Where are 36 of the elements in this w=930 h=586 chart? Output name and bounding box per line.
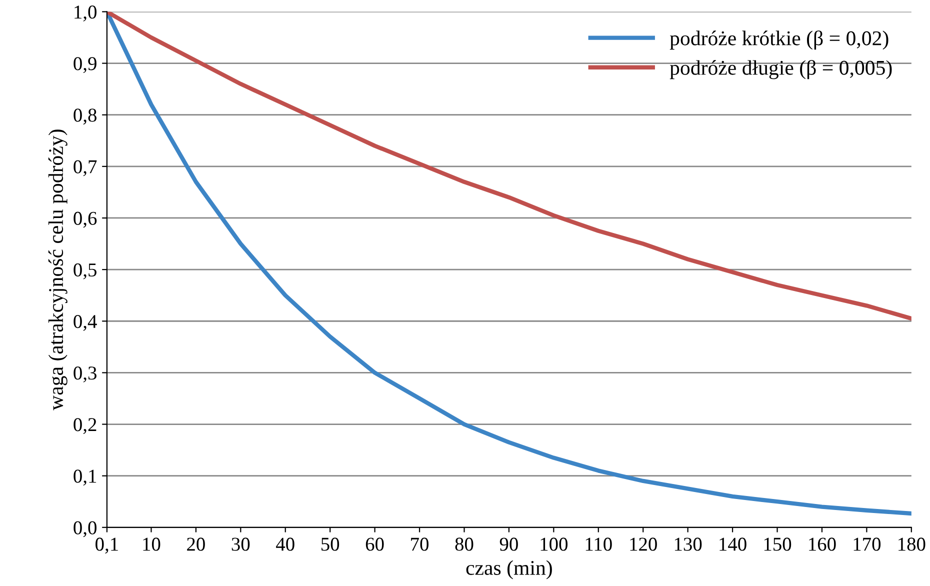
x-tick-label: 30 <box>232 538 250 551</box>
line-series <box>106 12 912 321</box>
x-tick-label: 0,1 <box>96 538 118 554</box>
x-tick-label: 80 <box>455 538 474 551</box>
x-tick-label: 120 <box>630 538 657 551</box>
x-tick-label: 50 <box>321 538 340 551</box>
x-tick-label: 150 <box>764 538 792 551</box>
x-tick-label: 70 <box>411 538 428 551</box>
x-tick-label: 60 <box>366 538 384 551</box>
x-tick-label: 100 <box>540 538 568 551</box>
x-tick-label: 160 <box>809 538 836 551</box>
x-tick-label: 170 <box>854 538 881 551</box>
x-tick-label: 90 <box>500 538 518 551</box>
x-tick-label: 10 <box>143 538 160 551</box>
x-axis-title: czas (min) <box>466 560 552 580</box>
legend-label: podróże krótkie (β = 0,02) <box>670 30 888 50</box>
y-tick-label: 1,0 <box>74 6 96 22</box>
y-tick-label: 0,4 <box>74 314 97 331</box>
x-tick-label: 40 <box>276 538 294 551</box>
y-tick-label: 0,7 <box>74 160 97 176</box>
legend-label: podróże długie (β = 0,005) <box>670 60 892 80</box>
y-tick-label: 0,5 <box>74 263 96 280</box>
x-tick-label: 20 <box>187 538 205 551</box>
y-tick-label: 0,3 <box>74 366 96 382</box>
y-tick-label: 0,1 <box>74 470 96 486</box>
y-tick-label: 0,6 <box>74 212 97 228</box>
y-tick-label: 0,2 <box>74 418 96 434</box>
y-tick-label: 0,8 <box>74 108 96 125</box>
x-tick-label: 140 <box>720 538 746 551</box>
y-axis-title: waga (atrakcyjność celu podróży) <box>48 130 68 410</box>
x-tick-label: 130 <box>674 538 702 551</box>
x-tick-label: 110 <box>586 538 612 551</box>
y-tick-label: 0,0 <box>74 521 96 538</box>
x-tick-label: 180 <box>898 538 926 551</box>
y-tick-label: 0,9 <box>74 57 96 74</box>
line-series <box>106 12 912 516</box>
